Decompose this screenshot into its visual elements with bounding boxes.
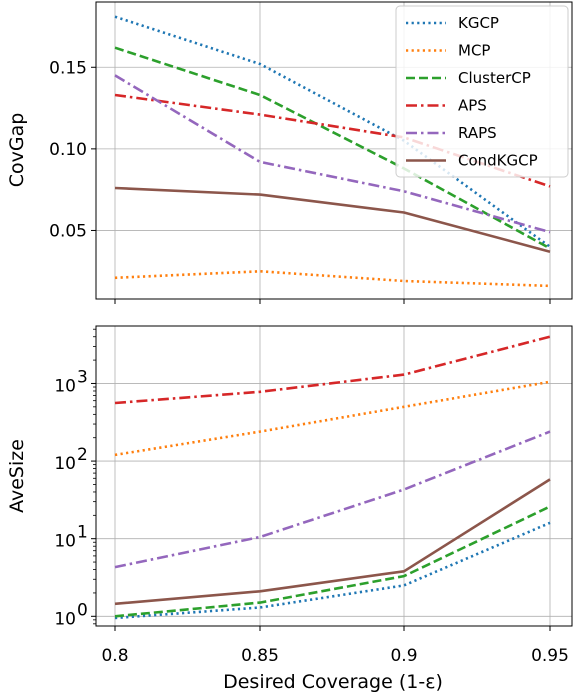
series-line-mcp [114,380,551,457]
series-line-raps [114,430,551,569]
x-tick-label: 0.8 [101,646,128,666]
y-tick-label-exponent: 2 [77,445,88,465]
series-line-clustercp [114,46,551,250]
series-line-raps [114,74,551,234]
legend-label-aps: APS [458,97,487,115]
x-tick-label: 0.9 [390,646,417,666]
y-tick-label: 0.10 [49,140,87,160]
y-tick-label: 0.05 [49,221,87,241]
legend-label-raps: RAPS [458,124,497,142]
series-line-kgcp [114,521,551,620]
legend-label-mcp: MCP [458,42,490,60]
y-tick-label-exponent: 1 [77,523,88,543]
y-axis-label: CovGap [6,113,28,188]
series-line-condkgcp [114,478,551,606]
y-tick-label: 0.15 [49,58,87,78]
legend-label-kgcp: KGCP [458,14,499,32]
series-line-condkgcp [114,186,551,253]
plot-frame [95,1,573,300]
series-line-clustercp [114,505,551,618]
y-tick-label-exponent: 3 [77,367,88,387]
series-line-aps [114,335,551,405]
y-tick-label: 10 [54,609,76,629]
y-tick-label-exponent: 0 [77,600,88,620]
legend: KGCP MCP ClusterCP APS RAPS CondKGCP [395,5,569,178]
y-tick-label: 10 [54,532,76,552]
series-line-mcp [114,269,551,288]
y-axis-label: AveSize [6,439,28,513]
panel-covgap: 0.05 0.10 0.15 CovGap KGCP MCP ClusterCP APS RAP… [6,1,573,304]
x-tick-label: 0.85 [241,646,279,666]
plot-frame [95,325,573,627]
legend-label-condkgcp: CondKGCP [458,152,538,170]
x-tick-label: 0.95 [531,646,569,666]
legend-box [395,5,569,178]
legend-label-clustercp: ClusterCP [458,69,531,87]
x-axis-label: Desired Coverage (1-ε) [223,671,443,693]
y-tick-label: 10 [54,454,76,474]
y-tick-label: 10 [54,376,76,396]
